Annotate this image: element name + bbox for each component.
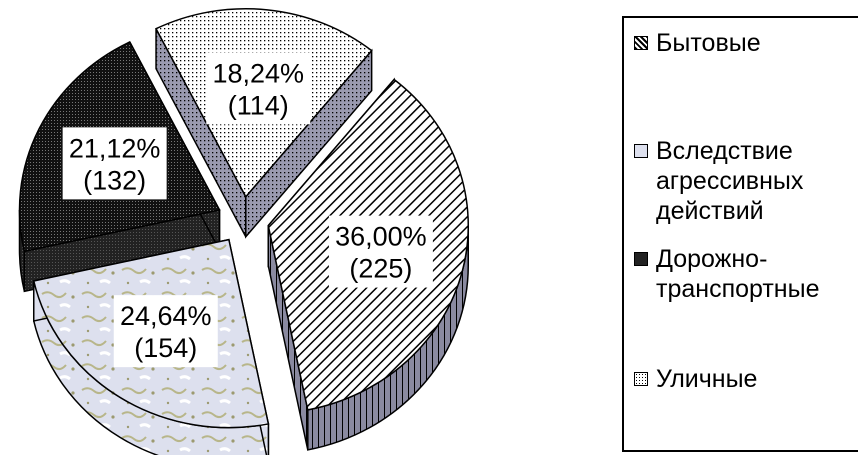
legend-item-road: Дорожно- транспортные <box>634 244 820 304</box>
data-label-box <box>328 215 433 288</box>
pie-chart: 18,24%(114)21,12%(132)36,00%(225)24,64%(… <box>18 7 469 455</box>
data-label-box <box>113 295 218 368</box>
legend-label: Дорожно- транспортные <box>656 245 820 303</box>
legend-swatch-hatch <box>634 36 648 50</box>
data-label-aggressive: 24,64%(154) <box>113 295 218 368</box>
data-label-percent: 24,64% <box>120 301 212 331</box>
data-label-count: (132) <box>83 165 146 195</box>
data-label-count: (225) <box>349 254 412 284</box>
legend-item-bytovye: Бытовые <box>634 28 761 58</box>
legend-label: Уличные <box>656 365 758 393</box>
legend-label: Бытовые <box>656 29 761 57</box>
data-label-count: (114) <box>228 90 289 120</box>
data-label-street: 18,24%(114) <box>206 52 311 125</box>
legend-swatch-dark <box>634 252 648 266</box>
chart-legend: Бытовые Вследствие агрессивных действий … <box>622 16 858 452</box>
data-label-percent: 36,00% <box>335 222 427 252</box>
legend-label: Вследствие агрессивных действий <box>656 137 804 225</box>
data-label-percent: 18,24% <box>212 58 304 88</box>
data-label-box <box>62 127 167 200</box>
legend-item-aggressive: Вследствие агрессивных действий <box>634 136 803 226</box>
data-label-road: 21,12%(132) <box>62 127 167 200</box>
data-label-bytovye: 36,00%(225) <box>328 215 433 288</box>
data-label-box <box>206 52 311 125</box>
data-label-percent: 21,12% <box>69 133 161 163</box>
legend-item-street: Уличные <box>634 364 757 394</box>
legend-swatch-dotted <box>634 372 648 386</box>
legend-swatch-light <box>634 144 648 158</box>
data-label-count: (154) <box>134 333 197 363</box>
